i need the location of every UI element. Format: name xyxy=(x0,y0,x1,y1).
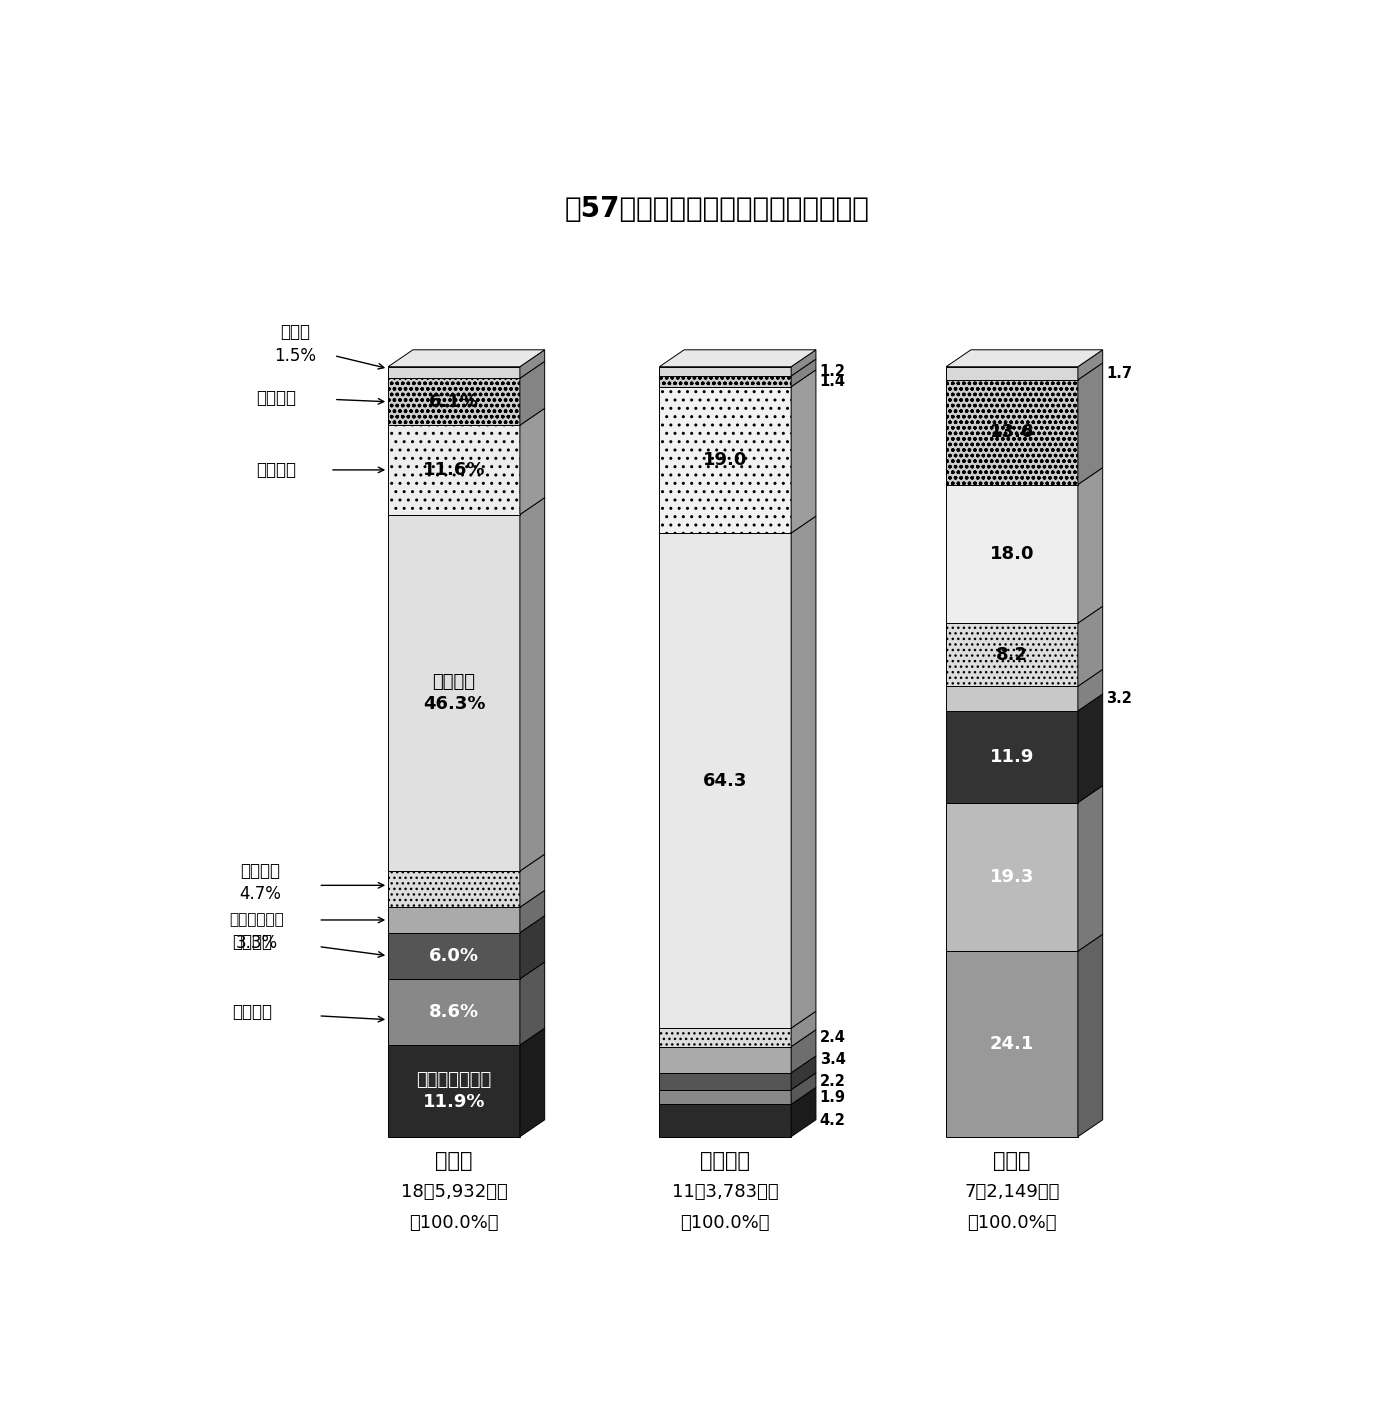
Text: 18.0: 18.0 xyxy=(990,545,1035,563)
Polygon shape xyxy=(1078,350,1103,380)
Polygon shape xyxy=(388,378,519,425)
Text: 第57図　職員給の部門別構成比の状況: 第57図 職員給の部門別構成比の状況 xyxy=(566,196,869,222)
Polygon shape xyxy=(519,498,545,871)
Text: 1.5%: 1.5% xyxy=(274,346,316,364)
Text: 6.1%: 6.1% xyxy=(428,393,479,411)
Polygon shape xyxy=(519,408,545,515)
Text: 純　計: 純 計 xyxy=(435,1151,473,1171)
Text: 議会・総務関係
11.9%: 議会・総務関係 11.9% xyxy=(416,1071,491,1112)
Polygon shape xyxy=(659,1090,791,1104)
Text: 1.2: 1.2 xyxy=(820,364,846,378)
Text: （100.0%）: （100.0%） xyxy=(409,1214,498,1231)
Text: 2.2: 2.2 xyxy=(820,1074,846,1089)
Polygon shape xyxy=(388,350,545,367)
Polygon shape xyxy=(946,623,1078,687)
Text: 3.3%: 3.3% xyxy=(235,934,277,953)
Polygon shape xyxy=(1078,467,1103,623)
Polygon shape xyxy=(946,711,1078,802)
Polygon shape xyxy=(519,362,545,425)
Polygon shape xyxy=(946,802,1078,951)
Polygon shape xyxy=(791,1088,816,1137)
Text: （100.0%）: （100.0%） xyxy=(967,1214,1057,1231)
Polygon shape xyxy=(946,484,1078,623)
Text: その他: その他 xyxy=(280,324,311,342)
Polygon shape xyxy=(1078,606,1103,687)
Polygon shape xyxy=(519,1029,545,1137)
Text: 64.3: 64.3 xyxy=(703,771,748,789)
Polygon shape xyxy=(946,687,1078,711)
Polygon shape xyxy=(388,367,519,378)
Polygon shape xyxy=(1078,785,1103,951)
Text: 消防関係: 消防関係 xyxy=(256,388,295,407)
Polygon shape xyxy=(388,933,519,979)
Polygon shape xyxy=(791,350,816,376)
Polygon shape xyxy=(659,350,816,367)
Polygon shape xyxy=(659,1029,791,1047)
Text: 13.6: 13.6 xyxy=(990,424,1035,442)
Text: 6.0%: 6.0% xyxy=(428,947,479,965)
Polygon shape xyxy=(791,1030,816,1072)
Polygon shape xyxy=(388,979,519,1045)
Text: 19.3: 19.3 xyxy=(990,868,1035,886)
Polygon shape xyxy=(388,425,519,515)
Polygon shape xyxy=(791,1055,816,1090)
Text: 18兆5,932億円: 18兆5,932億円 xyxy=(400,1183,507,1202)
Polygon shape xyxy=(791,1072,816,1104)
Text: 8.6%: 8.6% xyxy=(428,1003,479,1021)
Polygon shape xyxy=(791,359,816,387)
Text: 2.4: 2.4 xyxy=(820,1030,846,1045)
Text: （100.0%）: （100.0%） xyxy=(680,1214,770,1231)
Text: 11.6%: 11.6% xyxy=(423,461,486,478)
Text: 19.0: 19.0 xyxy=(703,450,748,469)
Polygon shape xyxy=(1078,670,1103,711)
Text: 1.7: 1.7 xyxy=(1106,366,1133,381)
Text: 衛生関係: 衛生関係 xyxy=(232,933,273,951)
Polygon shape xyxy=(519,350,545,378)
Polygon shape xyxy=(519,891,545,933)
Text: 民生関係: 民生関係 xyxy=(232,1003,273,1021)
Text: 1.9: 1.9 xyxy=(820,1089,846,1104)
Text: 1.4: 1.4 xyxy=(820,374,846,388)
Polygon shape xyxy=(388,908,519,933)
Text: 3.2: 3.2 xyxy=(1106,691,1133,706)
Polygon shape xyxy=(1078,934,1103,1137)
Polygon shape xyxy=(659,1047,791,1072)
Text: 教育関係
46.3%: 教育関係 46.3% xyxy=(423,673,486,713)
Text: 11.9: 11.9 xyxy=(990,747,1035,765)
Polygon shape xyxy=(659,376,791,387)
Text: 市町村: 市町村 xyxy=(993,1151,1030,1171)
Polygon shape xyxy=(659,367,791,376)
Text: 24.1: 24.1 xyxy=(990,1036,1035,1052)
Text: 11兆3,783億円: 11兆3,783億円 xyxy=(672,1183,778,1202)
Polygon shape xyxy=(659,1072,791,1090)
Polygon shape xyxy=(1078,694,1103,802)
Text: 都道府県: 都道府県 xyxy=(700,1151,750,1171)
Polygon shape xyxy=(388,871,519,908)
Polygon shape xyxy=(946,380,1078,484)
Polygon shape xyxy=(946,350,1103,367)
Polygon shape xyxy=(659,387,791,533)
Polygon shape xyxy=(519,854,545,908)
Polygon shape xyxy=(1078,363,1103,484)
Text: 7兆2,149億円: 7兆2,149億円 xyxy=(965,1183,1060,1202)
Polygon shape xyxy=(659,1104,791,1137)
Text: 4.7%: 4.7% xyxy=(239,885,281,903)
Polygon shape xyxy=(519,962,545,1045)
Polygon shape xyxy=(791,370,816,533)
Polygon shape xyxy=(946,951,1078,1137)
Text: 農林水産関係: 農林水産関係 xyxy=(230,913,284,927)
Polygon shape xyxy=(791,1012,816,1047)
Polygon shape xyxy=(388,1045,519,1137)
Polygon shape xyxy=(659,533,791,1029)
Text: 8.2: 8.2 xyxy=(995,646,1028,664)
Text: 土木関係: 土木関係 xyxy=(241,861,280,879)
Text: 3.4: 3.4 xyxy=(820,1052,846,1068)
Text: 4.2: 4.2 xyxy=(820,1113,846,1128)
Text: 警察関係: 警察関係 xyxy=(256,461,295,478)
Polygon shape xyxy=(791,516,816,1029)
Polygon shape xyxy=(519,916,545,979)
Polygon shape xyxy=(946,367,1078,380)
Polygon shape xyxy=(388,515,519,871)
